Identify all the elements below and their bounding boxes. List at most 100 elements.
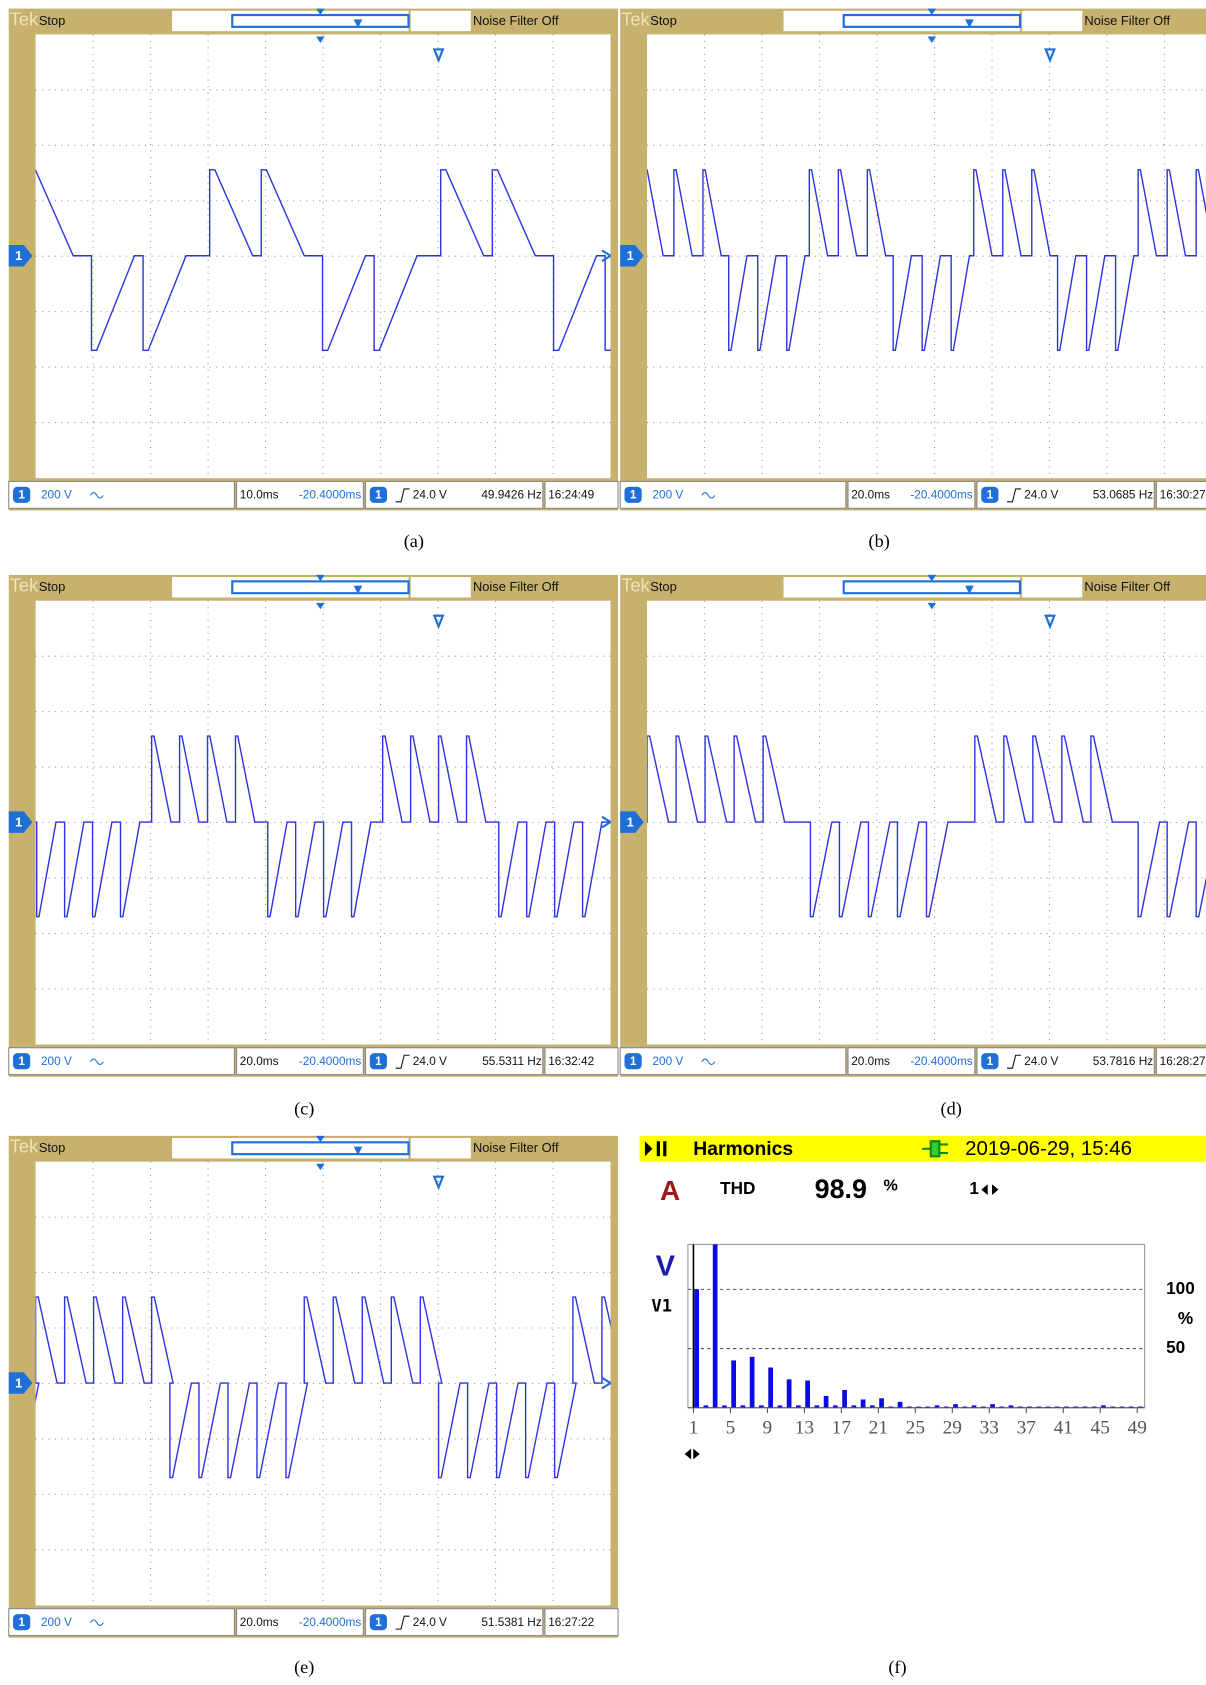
clock: 16:30:27 (1160, 488, 1206, 502)
clock: 16:24:49 (548, 488, 594, 502)
trigger-level-text: 24.0 V (413, 488, 447, 502)
position: -20.4000ms (299, 1054, 361, 1068)
record-box (172, 11, 408, 31)
ch-badge-label: 1 (18, 488, 25, 502)
x-tick-label: 1 (689, 1418, 699, 1439)
noise-filter: Noise Filter Off (1084, 579, 1170, 594)
series-name: V1 (651, 1297, 672, 1317)
trig-badge-label: 1 (375, 488, 382, 502)
frequency: 51.5381 Hz (481, 1615, 542, 1629)
x-tick-label: 33 (980, 1418, 999, 1439)
brand: Tek (10, 575, 39, 596)
position: -20.4000ms (299, 488, 361, 502)
ch-badge-label: 1 (630, 488, 637, 502)
caption: (a) (404, 531, 424, 552)
channel-label: 1 (627, 815, 634, 830)
timebase: 10.0ms (240, 488, 279, 502)
record-box (784, 577, 1020, 597)
mode: Harmonics (693, 1138, 793, 1160)
brand: Tek (10, 8, 39, 29)
frequency: 49.9426 Hz (481, 488, 542, 502)
trig-badge-label: 1 (987, 488, 994, 502)
trigger-level-text: 24.0 V (413, 1615, 447, 1629)
y-tick-label: 100 (1166, 1278, 1195, 1298)
ch-badge-label: 1 (630, 1054, 637, 1068)
volts-per-div: 200 V (41, 488, 72, 502)
frequency: 53.7816 Hz (1093, 1054, 1154, 1068)
bar (750, 1357, 755, 1408)
status: Stop (39, 13, 65, 28)
frequency: 55.5311 Hz (482, 1054, 542, 1068)
status: Stop (39, 1140, 65, 1155)
bar (824, 1396, 829, 1408)
position: -20.4000ms (910, 1054, 972, 1068)
trig-badge-label: 1 (375, 1054, 382, 1068)
bar (694, 1289, 699, 1407)
brand: Tek (621, 575, 650, 596)
timebase: 20.0ms (851, 1054, 890, 1068)
timebase: 20.0ms (240, 1054, 279, 1068)
x-tick-label: 21 (869, 1418, 888, 1439)
cursor-arrows (981, 1184, 998, 1195)
figure: TekStopNoise Filter Off11200 V10.0ms-20.… (0, 0, 1206, 1685)
caption: (c) (294, 1098, 314, 1119)
record-box (784, 11, 1020, 31)
caption: (d) (941, 1098, 962, 1119)
cursor-index: 1 (969, 1178, 979, 1198)
bar (861, 1399, 866, 1407)
clock: 16:32:42 (548, 1054, 594, 1068)
noise-filter: Noise Filter Off (473, 579, 559, 594)
record-box-2 (411, 1138, 471, 1158)
channel-label: 1 (15, 815, 22, 830)
channel-label: 1 (15, 248, 22, 263)
x-tick-label: 13 (795, 1418, 814, 1439)
x-tick-label: 29 (943, 1418, 962, 1439)
thd-unit: % (883, 1177, 897, 1195)
volts-per-div: 200 V (41, 1054, 72, 1068)
noise-filter: Noise Filter Off (1084, 13, 1170, 28)
plot-frame (688, 1244, 1145, 1407)
record-box-2 (1022, 577, 1082, 597)
trig-badge-label: 1 (987, 1054, 994, 1068)
x-tick-label: 45 (1091, 1418, 1110, 1439)
scroll-arrows (685, 1449, 700, 1460)
x-tick-label: 41 (1054, 1418, 1073, 1439)
y-tick-label: 50 (1166, 1337, 1185, 1357)
timebase: 20.0ms (851, 488, 890, 502)
channel-label: 1 (15, 1376, 22, 1391)
bar (713, 1244, 718, 1407)
ch-badge-label: 1 (18, 1615, 25, 1629)
volts-per-div: 200 V (41, 1615, 72, 1629)
bar (787, 1379, 792, 1407)
datetime: 2019-06-29, 15:46 (965, 1138, 1132, 1160)
brand: Tek (10, 1136, 39, 1157)
record-box (172, 577, 408, 597)
bar (898, 1402, 903, 1408)
caption: (f) (888, 1657, 906, 1678)
trig-badge-label: 1 (375, 1615, 382, 1629)
bar (842, 1390, 847, 1408)
chart-title: V (656, 1251, 676, 1283)
record-box-2 (411, 11, 471, 31)
record-box-2 (1022, 11, 1082, 31)
thd-label: THD (720, 1178, 755, 1198)
x-tick-label: 25 (906, 1418, 925, 1439)
trigger-level-text: 24.0 V (1024, 1054, 1058, 1068)
brand: Tek (621, 8, 650, 29)
record-box (172, 1138, 408, 1158)
x-tick-label: 9 (763, 1418, 773, 1439)
position: -20.4000ms (299, 1615, 361, 1629)
bar (731, 1360, 736, 1407)
volts-per-div: 200 V (652, 488, 683, 502)
volts-per-div: 200 V (652, 1054, 683, 1068)
thd-value: 98.9 (815, 1174, 867, 1204)
status: Stop (650, 579, 677, 594)
record-box-2 (411, 577, 471, 597)
trigger-level-text: 24.0 V (1024, 488, 1058, 502)
x-tick-label: 49 (1128, 1418, 1147, 1439)
noise-filter: Noise Filter Off (473, 1140, 559, 1155)
ch-badge-label: 1 (18, 1054, 25, 1068)
bar (879, 1398, 884, 1407)
bar (768, 1368, 773, 1408)
phase: A (660, 1175, 680, 1206)
